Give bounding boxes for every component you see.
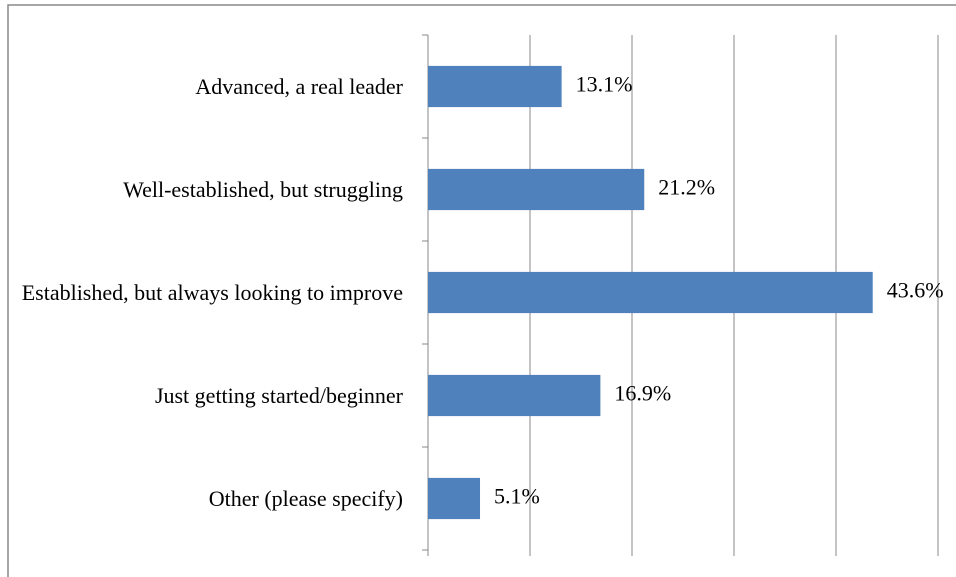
chart-frame <box>7 4 956 577</box>
category-label: Established, but always looking to impro… <box>21 279 403 305</box>
bar <box>428 65 562 108</box>
bar <box>428 477 481 520</box>
data-label: 13.1% <box>576 72 633 97</box>
category-label: Just getting started/beginner <box>154 382 403 408</box>
bar <box>428 168 645 211</box>
bar <box>428 374 601 417</box>
bar <box>428 271 873 314</box>
category-label: Well-established, but struggling <box>123 176 403 202</box>
category-label: Other (please specify) <box>208 485 403 511</box>
data-label: 5.1% <box>494 484 540 509</box>
data-label: 16.9% <box>614 381 671 406</box>
data-label: 21.2% <box>658 175 715 200</box>
category-label: Advanced, a real leader <box>195 73 403 99</box>
data-label: 43.6% <box>887 278 944 303</box>
